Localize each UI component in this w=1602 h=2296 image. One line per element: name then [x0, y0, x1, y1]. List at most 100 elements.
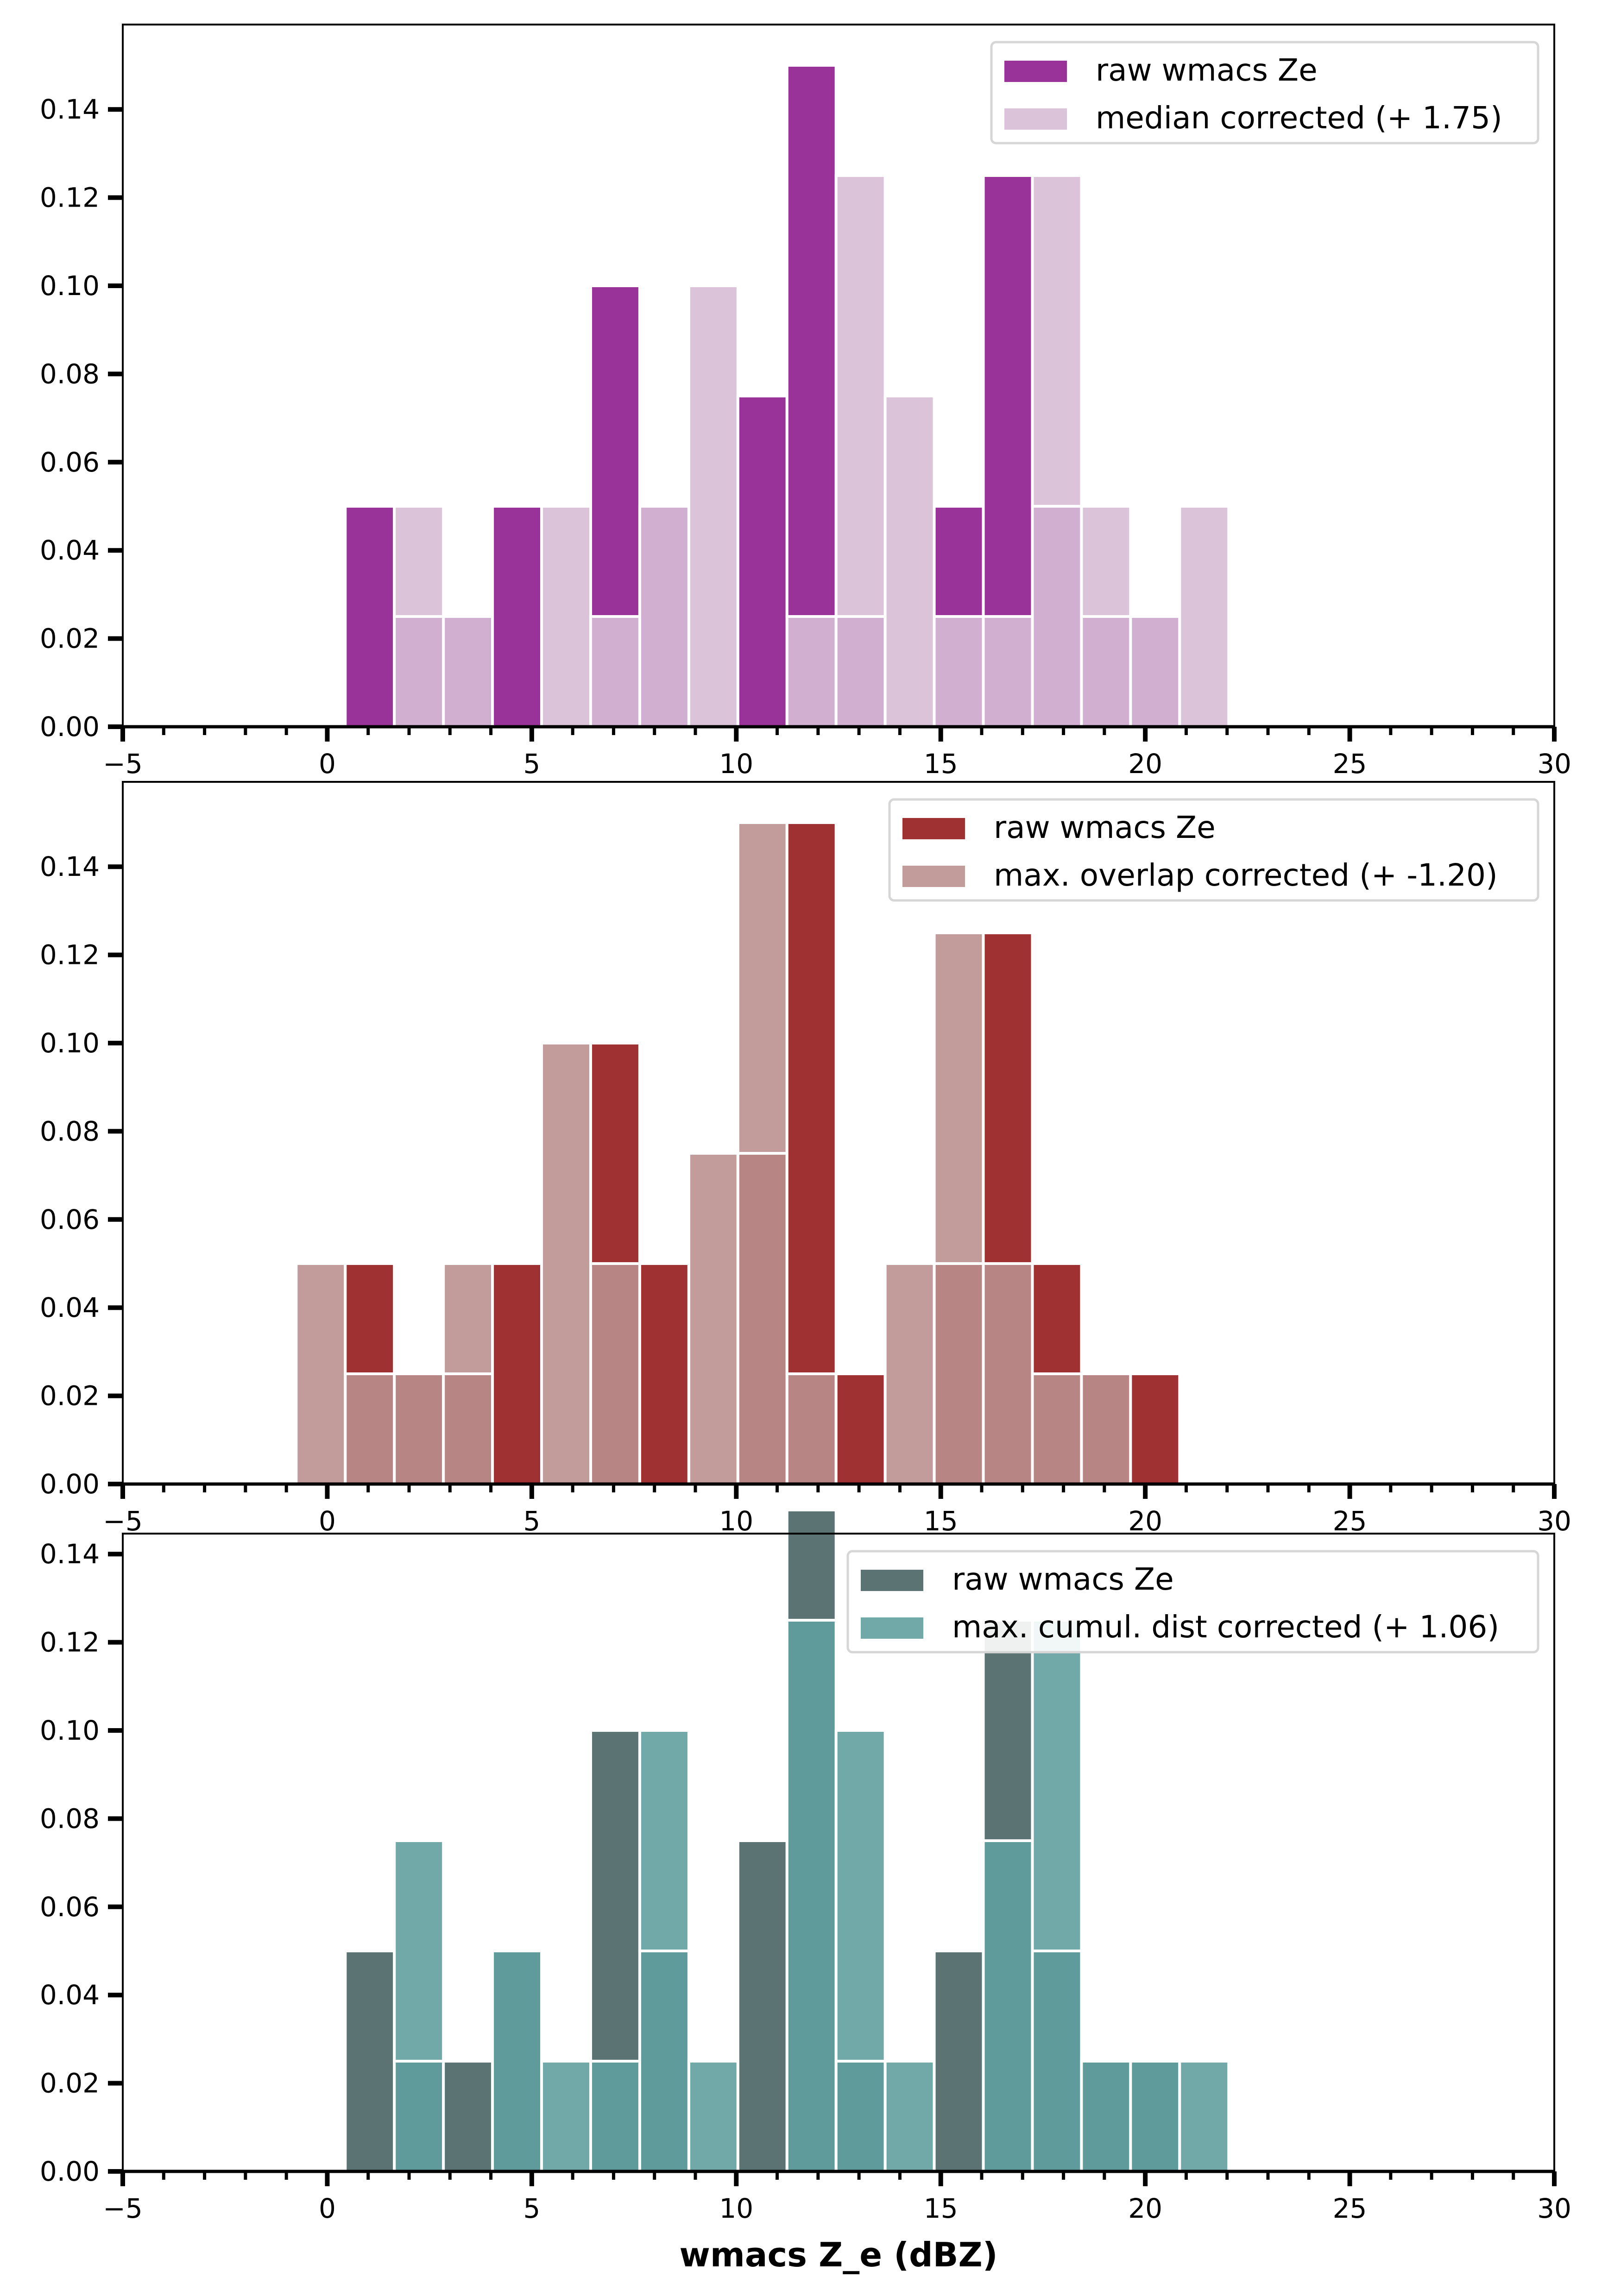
bar-overlap: [393, 1372, 445, 1485]
bar-overlap: [1129, 2060, 1181, 2173]
bar-overlap: [442, 1372, 494, 1485]
y-tick-label: 0.00: [40, 711, 100, 742]
x-tick-label: 15: [924, 748, 958, 780]
bar-overlap: [638, 1950, 690, 2173]
x-tick-label: 20: [1128, 748, 1162, 780]
bar-raw: [344, 1950, 396, 2173]
legend-label-raw: raw wmacs Ze: [1096, 52, 1318, 88]
bars: [295, 821, 1181, 1485]
x-tick-label: 5: [523, 1505, 540, 1537]
bar-overlap: [393, 2060, 445, 2173]
y-tick-label: 0.10: [40, 270, 100, 302]
bar-corrected: [1031, 1619, 1083, 1952]
legend-swatch-raw: [902, 818, 965, 839]
bar-raw: [982, 174, 1034, 618]
y-tick-label: 0.14: [40, 94, 100, 125]
bar-raw: [785, 64, 838, 618]
bar-overlap: [1080, 1372, 1132, 1485]
bar-overlap: [736, 1152, 788, 1485]
bar-corrected: [540, 1042, 592, 1485]
legend-label-corrected: max. overlap corrected (+ -1.20): [994, 857, 1498, 893]
bar-raw: [982, 931, 1034, 1265]
bar-corrected: [933, 931, 985, 1265]
legend-box: [846, 1550, 1539, 1654]
legend-box: [990, 41, 1539, 145]
x-tick-label: 15: [924, 1505, 958, 1537]
bar-corrected: [883, 395, 936, 728]
x-tick-label: 10: [719, 2193, 753, 2224]
y-tick-label: 0.10: [40, 1027, 100, 1059]
bar-corrected: [393, 1839, 445, 2063]
bar-raw: [344, 1262, 396, 1375]
histogram-panel-2: −5 0 5 10 15 20 25 30 0.00 0.02 0.04 0.06 0.08 0.10 0.…: [40, 781, 1571, 1537]
bar-overlap: [589, 2060, 641, 2173]
bar-overlap: [1080, 2060, 1132, 2173]
bar-raw: [834, 1372, 887, 1485]
x-tick-label: 0: [319, 748, 336, 780]
bar-overlap: [933, 1262, 985, 1485]
bar-overlap: [834, 2060, 887, 2173]
bar-raw: [785, 821, 838, 1375]
bar-corrected: [834, 174, 887, 618]
x-tick-label: 30: [1537, 2193, 1571, 2224]
y-tick-label: 0.00: [40, 1468, 100, 1500]
bar-corrected: [540, 505, 592, 728]
bar-overlap: [834, 615, 887, 728]
bar-corrected: [442, 1262, 494, 1375]
y-tick-label: 0.12: [40, 939, 100, 971]
bar-overlap: [785, 1619, 838, 2173]
x-tick-label: 25: [1333, 748, 1367, 780]
bar-raw: [785, 1509, 838, 1622]
bar-corrected: [638, 1729, 690, 1952]
y-tick-label: 0.06: [40, 447, 100, 478]
bar-raw: [344, 505, 396, 728]
bar-overlap: [589, 615, 641, 728]
bar-raw: [442, 2060, 494, 2173]
bar-raw: [736, 1839, 788, 2173]
y-tick-label: 0.14: [40, 1538, 100, 1570]
bar-raw: [933, 1950, 985, 2173]
x-tick-label: 10: [719, 1505, 753, 1537]
x-tick-label: 10: [719, 748, 753, 780]
bar-raw: [491, 505, 543, 728]
bar-corrected: [687, 1152, 739, 1485]
legend: raw wmacs Ze max. overlap corrected (+ -1…: [888, 798, 1539, 902]
x-tick-label: 25: [1333, 2193, 1367, 2224]
y-tick-label: 0.08: [40, 1803, 100, 1834]
legend-label-corrected: median corrected (+ 1.75): [1096, 100, 1502, 136]
x-tick-label: 20: [1128, 1505, 1162, 1537]
y-tick-label: 0.08: [40, 358, 100, 390]
y-tick-label: 0.06: [40, 1891, 100, 1923]
y-tick-label: 0.04: [40, 535, 100, 566]
bar-overlap: [1129, 615, 1181, 728]
x-tick-label: 0: [319, 1505, 336, 1537]
bar-corrected: [1178, 2060, 1230, 2173]
bars: [344, 64, 1230, 728]
bar-corrected: [883, 2060, 936, 2173]
bar-raw: [589, 1729, 641, 2063]
bar-raw: [1129, 1372, 1181, 1485]
bar-corrected: [295, 1262, 347, 1485]
bar-raw: [736, 395, 788, 728]
y-tick-label: 0.02: [40, 1380, 100, 1412]
legend-swatch-corrected: [902, 866, 965, 887]
bar-overlap: [589, 1262, 641, 1485]
bar-raw: [491, 1262, 543, 1485]
x-tick-label: −5: [103, 748, 143, 780]
x-tick-label: 20: [1128, 2193, 1162, 2224]
bar-overlap: [344, 1372, 396, 1485]
legend-box: [888, 798, 1539, 902]
bar-raw: [589, 1042, 641, 1265]
bar-corrected: [540, 2060, 592, 2173]
bar-overlap: [785, 615, 838, 728]
bar-raw: [933, 505, 985, 618]
legend-label-raw: raw wmacs Ze: [994, 810, 1216, 845]
legend-label-raw: raw wmacs Ze: [952, 1561, 1174, 1597]
y-tick-label: 0.02: [40, 2068, 100, 2099]
bar-overlap: [982, 1839, 1034, 2173]
bars: [344, 1509, 1230, 2173]
histogram-panel-3: −5 0 5 10 15 20 25 30 0.00 0.02 0.04 0.06 0.08 0.10 0.…: [40, 1509, 1571, 2274]
y-tick-label: 0.14: [40, 851, 100, 882]
y-tick-label: 0.12: [40, 1627, 100, 1658]
bar-corrected: [1178, 505, 1230, 728]
